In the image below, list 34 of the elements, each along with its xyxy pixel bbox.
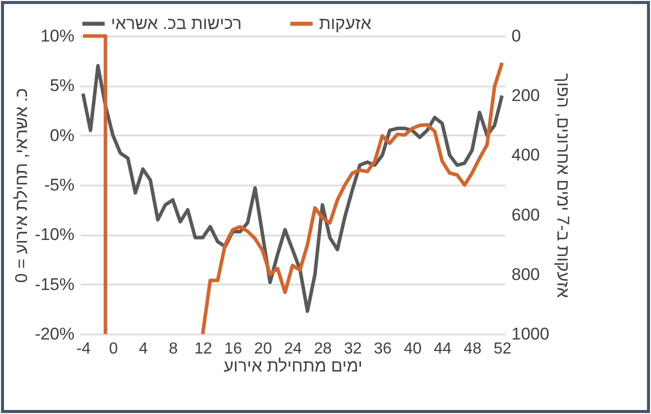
- y-tick-label: -10%: [34, 225, 74, 244]
- x-tick-label: 28: [314, 340, 332, 358]
- x-axis-title: ימים מתחילת אירוע: [224, 356, 362, 376]
- x-tick-label: 36: [374, 340, 392, 358]
- x-tick-label: 12: [194, 340, 212, 358]
- legend-label: אזעקות: [319, 14, 372, 33]
- y2-tick-label: 0: [512, 26, 521, 46]
- y-tick-label: -15%: [34, 274, 74, 294]
- x-tick-label: 40: [404, 340, 422, 358]
- y2-tick-label: 1000: [512, 324, 550, 344]
- x-tick-label: 20: [254, 340, 272, 358]
- y-tick-label: 0%: [50, 126, 74, 145]
- x-tick-label: 24: [284, 340, 302, 358]
- x-tick-label: 0: [108, 340, 118, 358]
- x-tick-label: 8: [168, 340, 178, 358]
- x-tick-label: 4: [138, 340, 148, 358]
- x-tick-label: 48: [464, 340, 482, 358]
- y2-tick-label: 400: [512, 146, 540, 165]
- y2-tick-label: 800: [512, 264, 540, 284]
- line-series: [81, 64, 504, 313]
- legend-label: רכישות בכ. אשראי: [111, 14, 242, 33]
- x-tick-label: 32: [344, 340, 362, 358]
- y-tick-label: 10%: [40, 26, 74, 46]
- x-tick-label: -4: [76, 340, 91, 358]
- x-tick-label: 44: [434, 340, 452, 358]
- y2-tick-label: 600: [512, 205, 540, 224]
- x-tick-label: 16: [224, 340, 242, 358]
- y2-tick-label: 200: [512, 86, 540, 106]
- x-tick-label: 52: [494, 340, 512, 358]
- y-tick-label: -20%: [34, 324, 74, 344]
- y-tick-label: 5%: [50, 76, 74, 96]
- y-tick-label: -5%: [44, 176, 74, 194]
- y-axis-title: כ. אשראי, תחילת אירוע = 0: [12, 88, 31, 283]
- y2-axis-title: אזעקות ב-7 ימים אחרונים, הפוך: [553, 73, 572, 298]
